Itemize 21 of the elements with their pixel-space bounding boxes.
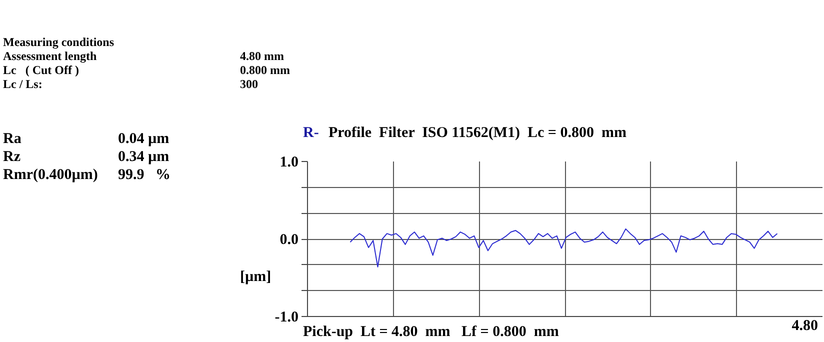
text: Measuring conditions [3, 35, 114, 50]
y-tick-label: 0.0 [280, 232, 298, 248]
text: 4.80 [792, 318, 818, 334]
text: 0.800 mm [240, 63, 290, 78]
chart-title: R- Profile Filter ISO 11562(M1) Lc = 0.800 mm [303, 125, 626, 142]
y-tick-label: 1.0 [280, 154, 298, 170]
text: 99.9 % [118, 167, 170, 184]
y-tick-label: -1.0 [274, 310, 299, 326]
text: Lc / Ls: [3, 77, 42, 92]
text: 0.34 µm [118, 149, 170, 166]
text: Rmr(0.400µm) [3, 167, 98, 184]
y-axis-title: [µm] [240, 269, 272, 286]
text: Rz [3, 149, 20, 166]
text: Assessment length [3, 49, 97, 64]
x-axis-title: Pick-up Lt = 4.80 mm Lf = 0.800 mm [303, 324, 559, 340]
text: 300 [240, 77, 258, 92]
text: Ra [3, 131, 22, 148]
text: 4.80 mm [240, 49, 284, 64]
text: Lc ( Cut Off ) [3, 63, 79, 78]
line-series [350, 228, 778, 268]
text: 0.04 µm [118, 131, 170, 148]
